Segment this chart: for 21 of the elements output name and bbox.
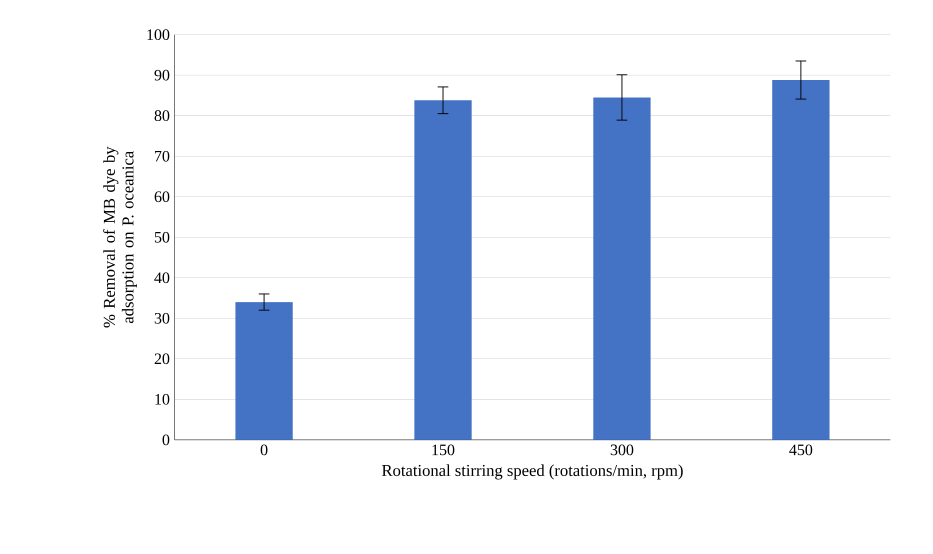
y-tick-label: 0	[162, 434, 170, 445]
bar	[772, 80, 830, 440]
x-tick-label: 150	[432, 444, 454, 456]
y-tick-label: 60	[154, 191, 170, 202]
y-tick-label: 10	[155, 394, 170, 404]
y-tick-label: 20	[154, 353, 170, 364]
x-tick-label: 0	[260, 444, 268, 456]
bar	[414, 100, 472, 440]
y-tick-label: 90	[154, 70, 170, 80]
y-tick-label: 70	[155, 150, 170, 162]
y-tick-label: 100	[147, 29, 170, 40]
x-tick-label: 450	[789, 444, 812, 456]
y-axis-title: % Removal of MB dye by adsorption on P. oceanica	[103, 146, 137, 328]
x-tick-label: 300	[610, 444, 634, 456]
y-tick-label: 80	[154, 110, 170, 121]
x-axis-title: Rotational stirring speed (rotations/min, rpm)	[382, 464, 683, 480]
bar	[593, 97, 651, 440]
y-tick-label: 30	[154, 312, 170, 324]
y-tick-label: 50	[154, 232, 170, 242]
y-tick-label: 40	[154, 272, 170, 283]
bar	[235, 302, 293, 440]
